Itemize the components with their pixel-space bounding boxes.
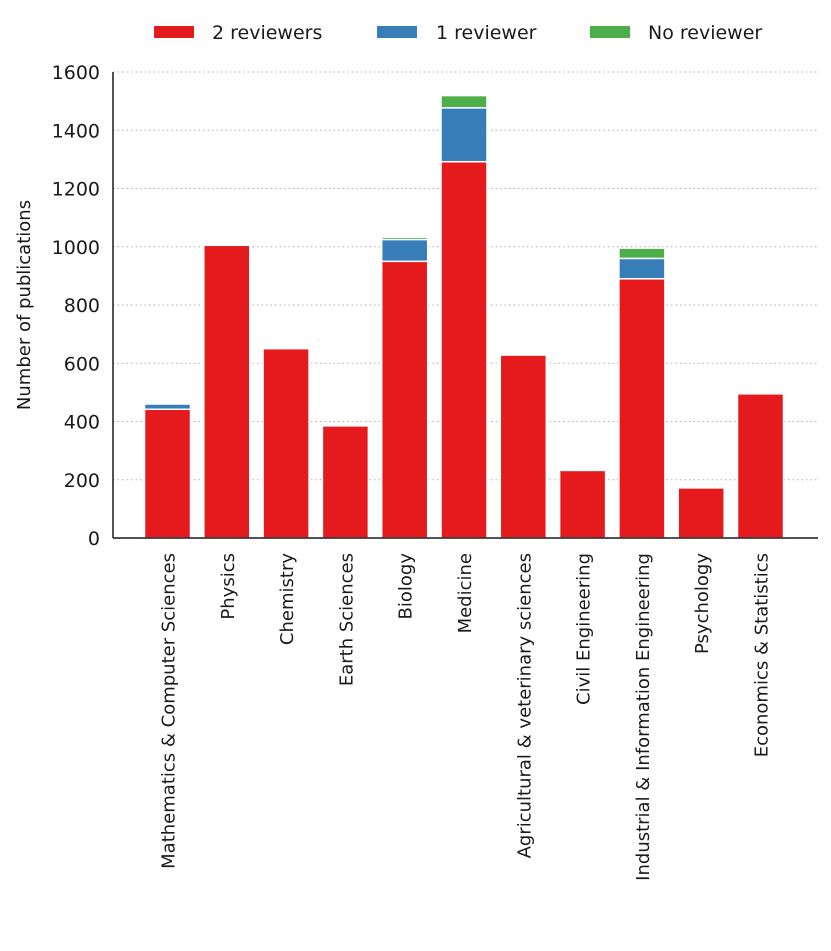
x-tick-label: Agricultural & veterinary sciences bbox=[514, 553, 535, 858]
y-axis-label: Number of publications bbox=[14, 200, 35, 410]
y-tick-label: 800 bbox=[64, 295, 100, 317]
bar-1-reviewer bbox=[440, 107, 488, 163]
legend-label: 2 reviewers bbox=[212, 22, 322, 44]
bar-2-reviewers bbox=[262, 347, 310, 539]
bar-no-reviewer bbox=[618, 247, 666, 260]
bar-2-reviewers bbox=[499, 354, 548, 539]
y-tick-label: 1200 bbox=[52, 179, 100, 201]
y-tick-label: 1000 bbox=[52, 237, 100, 259]
x-tick-label: Psychology bbox=[692, 553, 713, 654]
y-tick-label: 1600 bbox=[52, 62, 100, 84]
bar-1-reviewer bbox=[380, 238, 429, 263]
legend-swatch bbox=[377, 26, 417, 38]
bar-no-reviewer bbox=[380, 236, 429, 241]
y-tick-label: 0 bbox=[88, 528, 100, 550]
y-tick-labels: 0 200 400 600 800 1000 1200 1400 1600 bbox=[52, 62, 100, 550]
bar-1-reviewer bbox=[618, 257, 666, 280]
x-tick-label: Physics bbox=[218, 553, 239, 620]
y-tick-label: 600 bbox=[64, 353, 100, 375]
x-tick-label: Mathematics & Computer Sciences bbox=[159, 553, 180, 869]
bar-2-reviewers bbox=[618, 278, 666, 539]
x-tick-label: Chemistry bbox=[277, 553, 298, 645]
x-tick-label: Industrial & Information Engineering bbox=[633, 553, 654, 881]
bar-1-reviewer bbox=[143, 403, 192, 411]
x-tick-label: Economics & Statistics bbox=[752, 553, 773, 757]
x-tick-label: Biology bbox=[396, 553, 417, 620]
bar-2-reviewers bbox=[440, 160, 488, 539]
axes-group bbox=[112, 72, 818, 539]
bar-2-reviewers bbox=[558, 469, 607, 539]
legend-label: No reviewer bbox=[648, 22, 762, 44]
bar-2-reviewers bbox=[203, 244, 251, 539]
x-tick-label: Earth Sciences bbox=[336, 553, 357, 686]
bar-2-reviewers bbox=[143, 408, 192, 539]
bars-group bbox=[143, 94, 785, 539]
legend-swatch bbox=[590, 26, 630, 38]
x-tick-labels: Mathematics & Computer Sciences Physics Ch… bbox=[159, 553, 773, 881]
y-tick-label: 400 bbox=[64, 412, 100, 434]
legend-label: 1 reviewer bbox=[436, 22, 537, 44]
chart-legend: 2 reviewers 1 reviewer No reviewer bbox=[154, 22, 762, 44]
y-tick-label: 200 bbox=[64, 470, 100, 492]
x-tick-label: Civil Engineering bbox=[574, 553, 595, 705]
bar-2-reviewers bbox=[736, 393, 785, 539]
bar-2-reviewers bbox=[321, 425, 370, 539]
x-tick-label: Medicine bbox=[455, 553, 476, 633]
legend-swatch bbox=[154, 26, 194, 38]
y-tick-label: 1400 bbox=[52, 120, 100, 142]
bar-2-reviewers bbox=[677, 487, 725, 539]
bar-no-reviewer bbox=[440, 94, 488, 109]
bar-2-reviewers bbox=[380, 260, 429, 539]
